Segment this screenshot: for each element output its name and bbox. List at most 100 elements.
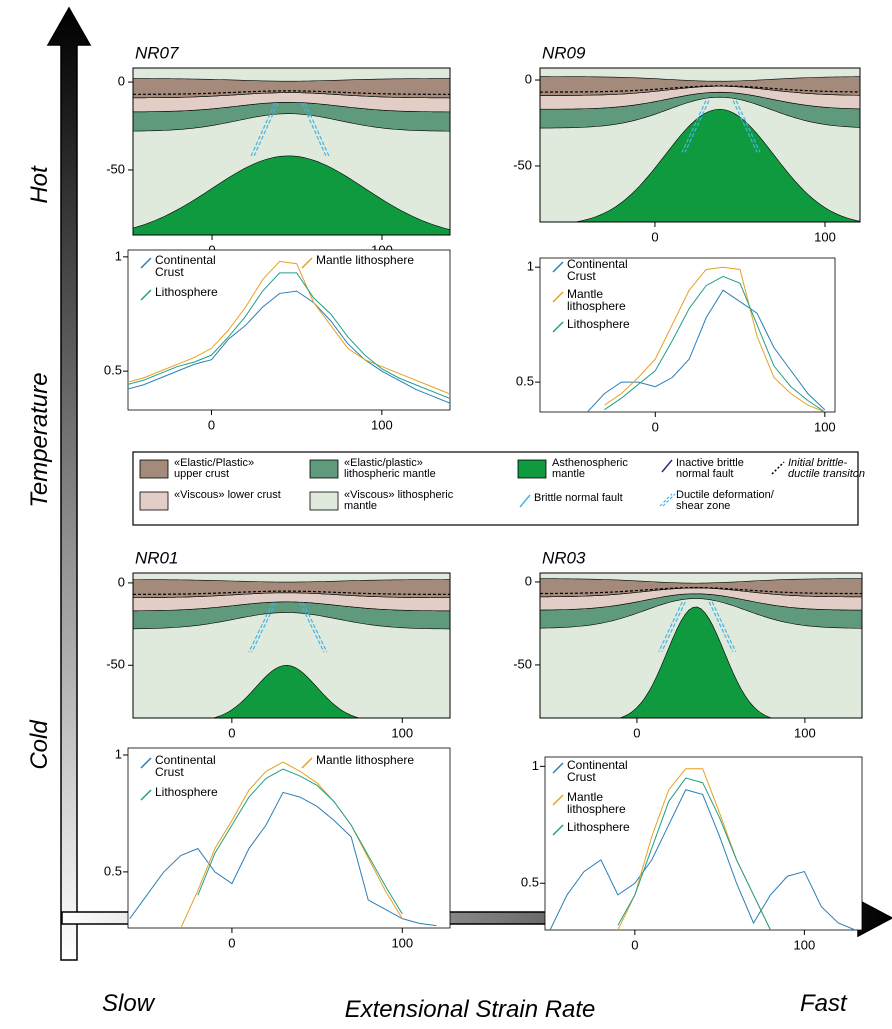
- x-tick-label: 100: [371, 417, 393, 432]
- x-tick-label: 100: [794, 937, 816, 952]
- section-frame: [132, 572, 451, 719]
- y-tick-label: 0.5: [521, 875, 539, 890]
- shear-zone: [658, 601, 683, 652]
- shear-zone: [299, 602, 325, 653]
- asthenosphere: [212, 665, 361, 718]
- shear-zone: [735, 100, 761, 153]
- legend-line: [140, 757, 152, 769]
- legend-label: Continental Crust: [155, 753, 216, 779]
- y-tick-label: 0.5: [516, 374, 534, 389]
- fast-label: Fast: [800, 990, 847, 1017]
- section-frame: [132, 67, 451, 236]
- legend-line: [301, 757, 313, 769]
- legend-label: Initial brittle-ductile transiton: [788, 457, 866, 480]
- legend-swatch: [517, 459, 547, 479]
- y-tick-label: 0: [525, 573, 532, 588]
- plot-frame: [544, 756, 863, 931]
- cross-section: [133, 68, 450, 235]
- x-tick-label: 100: [391, 725, 413, 740]
- series-line: [128, 272, 450, 400]
- legend-line: [552, 824, 564, 836]
- legend-label: Asthenospheric mantle: [552, 457, 628, 480]
- x-tick-label: 100: [814, 229, 836, 244]
- legend-box: [132, 451, 859, 526]
- legend-label: Inactive brittle normal fault: [676, 457, 744, 480]
- y-tick-label: -50: [106, 161, 125, 176]
- legend-line: [659, 493, 673, 507]
- x-tick-label: 100: [794, 725, 816, 740]
- section-title: NR07: [135, 43, 179, 62]
- cross-section: [540, 68, 860, 222]
- y-tick-label: 1: [532, 758, 539, 773]
- y-tick-label: -50: [513, 157, 532, 172]
- x-tick-label: 0: [633, 725, 640, 740]
- y-tick-label: -50: [513, 656, 532, 671]
- legend-line: [552, 321, 564, 333]
- y-tick-label: 1: [115, 746, 122, 761]
- legend-label: «Viscous» lithospheric mantle: [344, 489, 454, 512]
- brittle-ductile-line: [133, 90, 450, 95]
- shear-zone: [248, 602, 274, 653]
- legend-line: [662, 493, 676, 507]
- x-tick-label: 100: [391, 935, 413, 950]
- asthenosphere: [573, 108, 860, 222]
- y-tick-label: 0: [118, 574, 125, 589]
- shear-zone: [304, 102, 330, 157]
- strain-rate-title: Extensional Strain Rate: [344, 996, 596, 1023]
- x-tick-label: 0: [208, 417, 215, 432]
- plot-frame: [539, 257, 836, 413]
- shear-zone: [681, 100, 707, 153]
- legend-swatch: [139, 491, 169, 511]
- legend-label: Lithosphere: [567, 820, 630, 834]
- temperature-arrow: [46, 6, 92, 961]
- x-tick-label: 0: [228, 725, 235, 740]
- legend-label: Mantle lithosphere: [567, 287, 626, 313]
- legend-swatch: [309, 491, 339, 511]
- shear-zone: [253, 102, 279, 157]
- legend-line: [771, 461, 785, 475]
- asthenosphere: [618, 606, 773, 718]
- shear-zone: [250, 102, 276, 157]
- brittle-ductile-line: [540, 587, 862, 595]
- legend-swatch: [139, 459, 169, 479]
- legend-swatch: [309, 459, 339, 479]
- shear-zone: [302, 602, 328, 653]
- series-line: [604, 266, 826, 412]
- shear-zone: [661, 601, 686, 652]
- series-line: [128, 260, 450, 395]
- asthenosphere: [133, 155, 450, 235]
- legend-line: [552, 291, 564, 303]
- legend-label: «Elastic/plastic» lithospheric mantle: [344, 457, 436, 480]
- x-tick-label: 100: [814, 419, 836, 434]
- shear-zone: [708, 601, 734, 652]
- plot-frame: [127, 747, 451, 929]
- series-line: [129, 791, 437, 927]
- temperature-title: Temperature: [26, 372, 53, 508]
- section-title: NR01: [135, 548, 178, 567]
- y-tick-label: 0: [525, 71, 532, 86]
- x-tick-label: 0: [651, 229, 658, 244]
- legend-line: [519, 494, 531, 508]
- shear-zone: [251, 602, 277, 653]
- legend-line: [661, 459, 673, 473]
- legend-line: [552, 794, 564, 806]
- series-line: [587, 289, 826, 412]
- legend-line: [140, 257, 152, 269]
- section-title: NR03: [542, 548, 586, 567]
- legend-label: «Viscous» lower crust: [174, 489, 281, 501]
- brittle-ductile-line: [133, 590, 450, 596]
- legend-label: Lithosphere: [567, 317, 630, 331]
- brittle-ductile-line: [540, 85, 860, 93]
- shear-zone: [711, 601, 737, 652]
- legend-label: Continental Crust: [155, 253, 216, 279]
- plot-frame: [127, 249, 451, 411]
- legend-label: Continental Crust: [567, 257, 628, 283]
- legend-line: [140, 789, 152, 801]
- series-line: [180, 761, 403, 928]
- y-tick-label: 1: [527, 259, 534, 274]
- legend-label: Mantle lithosphere: [567, 790, 626, 816]
- legend-line: [552, 261, 564, 273]
- legend-line: [552, 762, 564, 774]
